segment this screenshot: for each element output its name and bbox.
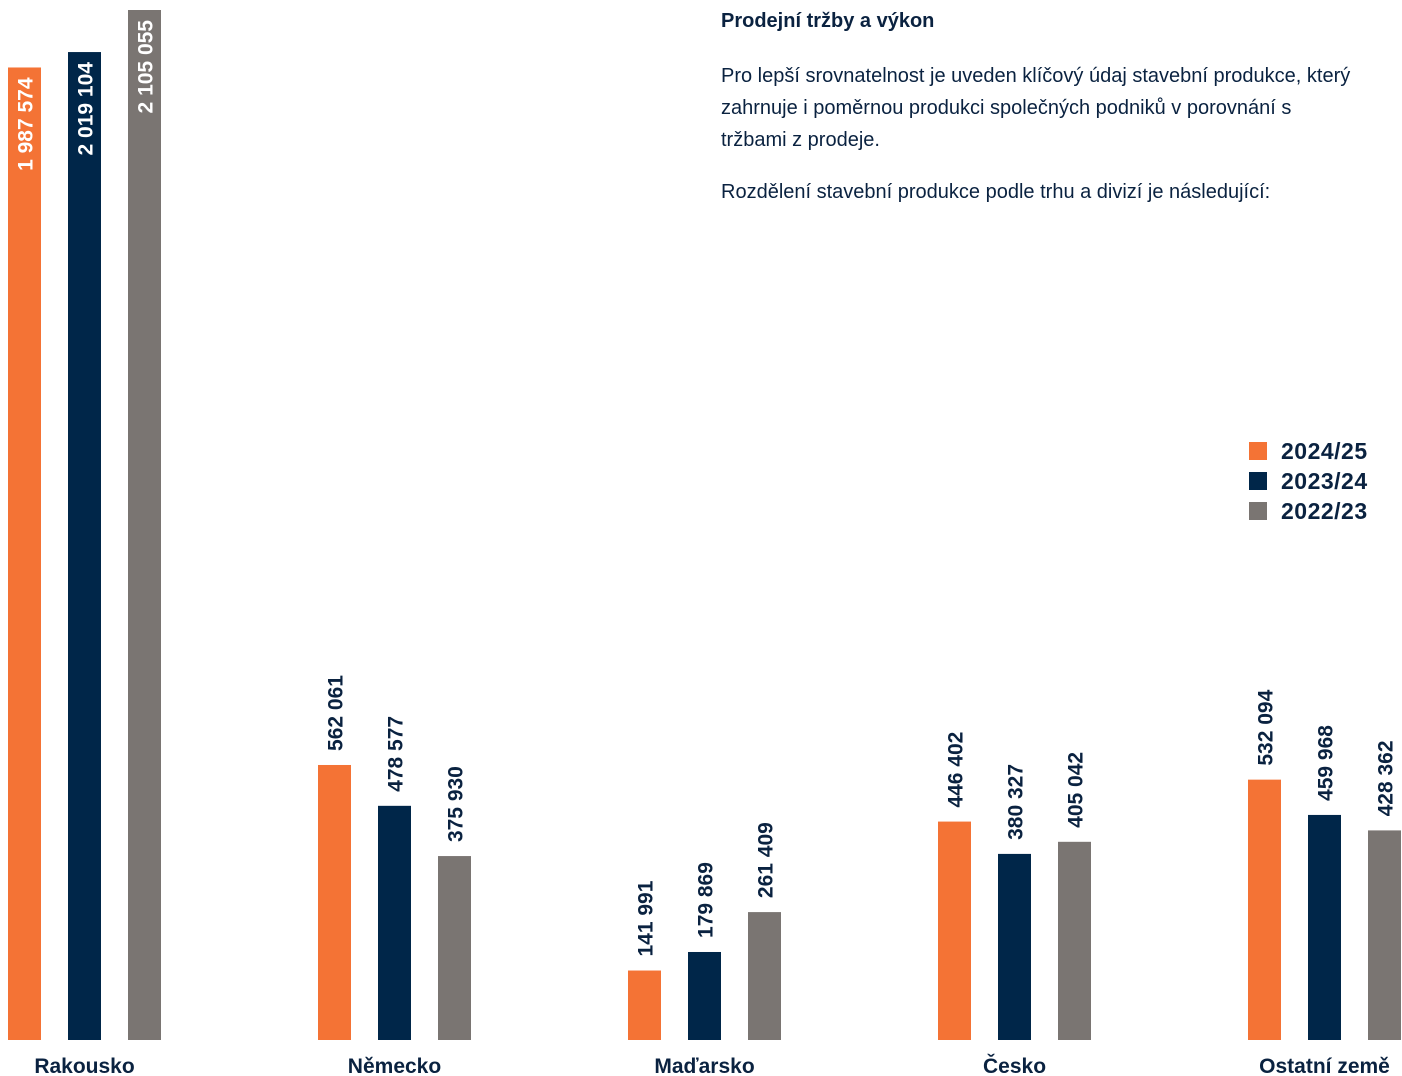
bar--esko-2023-24 <box>998 853 1031 1040</box>
value-label-rakousko-2024-25: 1 987 574 <box>15 77 38 171</box>
value-label-ostatn-zem--2023-24: 459 968 <box>1315 725 1338 801</box>
legend-item-2022-23: 2022/23 <box>1249 496 1368 526</box>
bar-ostatn-zem--2022-23 <box>1368 830 1401 1040</box>
intro-text: Prodejní tržby a výkon Pro lepší srovnat… <box>721 8 1361 228</box>
value-label-ma-arsko-2024-25: 141 991 <box>635 880 658 956</box>
bar-rakousko-2023-24 <box>68 52 101 1041</box>
bar--esko-2024-25 <box>938 821 971 1040</box>
value-label-ma-arsko-2022-23: 261 409 <box>755 822 778 898</box>
bar-rakousko-2024-25 <box>8 67 41 1040</box>
value-label-rakousko-2022-23: 2 105 055 <box>135 20 158 114</box>
intro-paragraph-2: Rozdělení stavební produkce podle trhu a… <box>721 181 1271 203</box>
value-label-n-mecko-2023-24: 478 577 <box>385 716 408 792</box>
value-label-ostatn-zem--2022-23: 428 362 <box>1375 740 1398 816</box>
bar-n-mecko-2023-24 <box>378 805 411 1040</box>
value-label-ma-arsko-2023-24: 179 869 <box>695 862 718 938</box>
value-label-n-mecko-2024-25: 562 061 <box>325 675 348 751</box>
category-label-n-mecko: Německo <box>348 1055 441 1076</box>
bar-rakousko-2022-23 <box>128 10 161 1040</box>
bar-ma-arsko-2023-24 <box>688 951 721 1040</box>
intro-paragraph-1: Pro lepší srovnatelnost je uveden klíčov… <box>721 65 1351 151</box>
legend-label-2024-25: 2024/25 <box>1281 437 1368 464</box>
chart-legend: 2024/25 2023/24 2022/23 <box>1249 436 1368 526</box>
legend-label-2023-24: 2023/24 <box>1281 467 1368 494</box>
value-label--esko-2024-25: 446 402 <box>945 732 968 808</box>
bar-ma-arsko-2022-23 <box>748 912 781 1040</box>
bar-ma-arsko-2024-25 <box>628 970 661 1040</box>
bar--esko-2022-23 <box>1058 841 1091 1040</box>
legend-swatch-2023-24 <box>1249 472 1267 490</box>
value-label-ostatn-zem--2024-25: 532 094 <box>1255 689 1278 765</box>
category-label--esko: Česko <box>983 1054 1046 1076</box>
legend-label-2022-23: 2022/23 <box>1281 497 1368 524</box>
legend-item-2023-24: 2023/24 <box>1249 466 1368 496</box>
legend-swatch-2022-23 <box>1249 502 1267 520</box>
value-label-n-mecko-2022-23: 375 930 <box>445 766 468 842</box>
legend-item-2024-25: 2024/25 <box>1249 436 1368 466</box>
section-heading: Prodejní tržby a výkon <box>721 10 935 32</box>
bar-n-mecko-2022-23 <box>438 856 471 1040</box>
category-label-rakousko: Rakousko <box>34 1055 134 1076</box>
value-label--esko-2022-23: 405 042 <box>1065 752 1088 828</box>
category-label-ostatn-zem-: Ostatní země <box>1259 1055 1390 1076</box>
legend-swatch-2024-25 <box>1249 442 1267 460</box>
category-label-ma-arsko: Maďarsko <box>654 1055 754 1076</box>
bar-ostatn-zem--2024-25 <box>1248 779 1281 1040</box>
bar-ostatn-zem--2023-24 <box>1308 814 1341 1040</box>
value-label-rakousko-2023-24: 2 019 104 <box>75 62 98 156</box>
bar-n-mecko-2024-25 <box>318 764 351 1040</box>
value-label--esko-2023-24: 380 327 <box>1005 764 1028 840</box>
